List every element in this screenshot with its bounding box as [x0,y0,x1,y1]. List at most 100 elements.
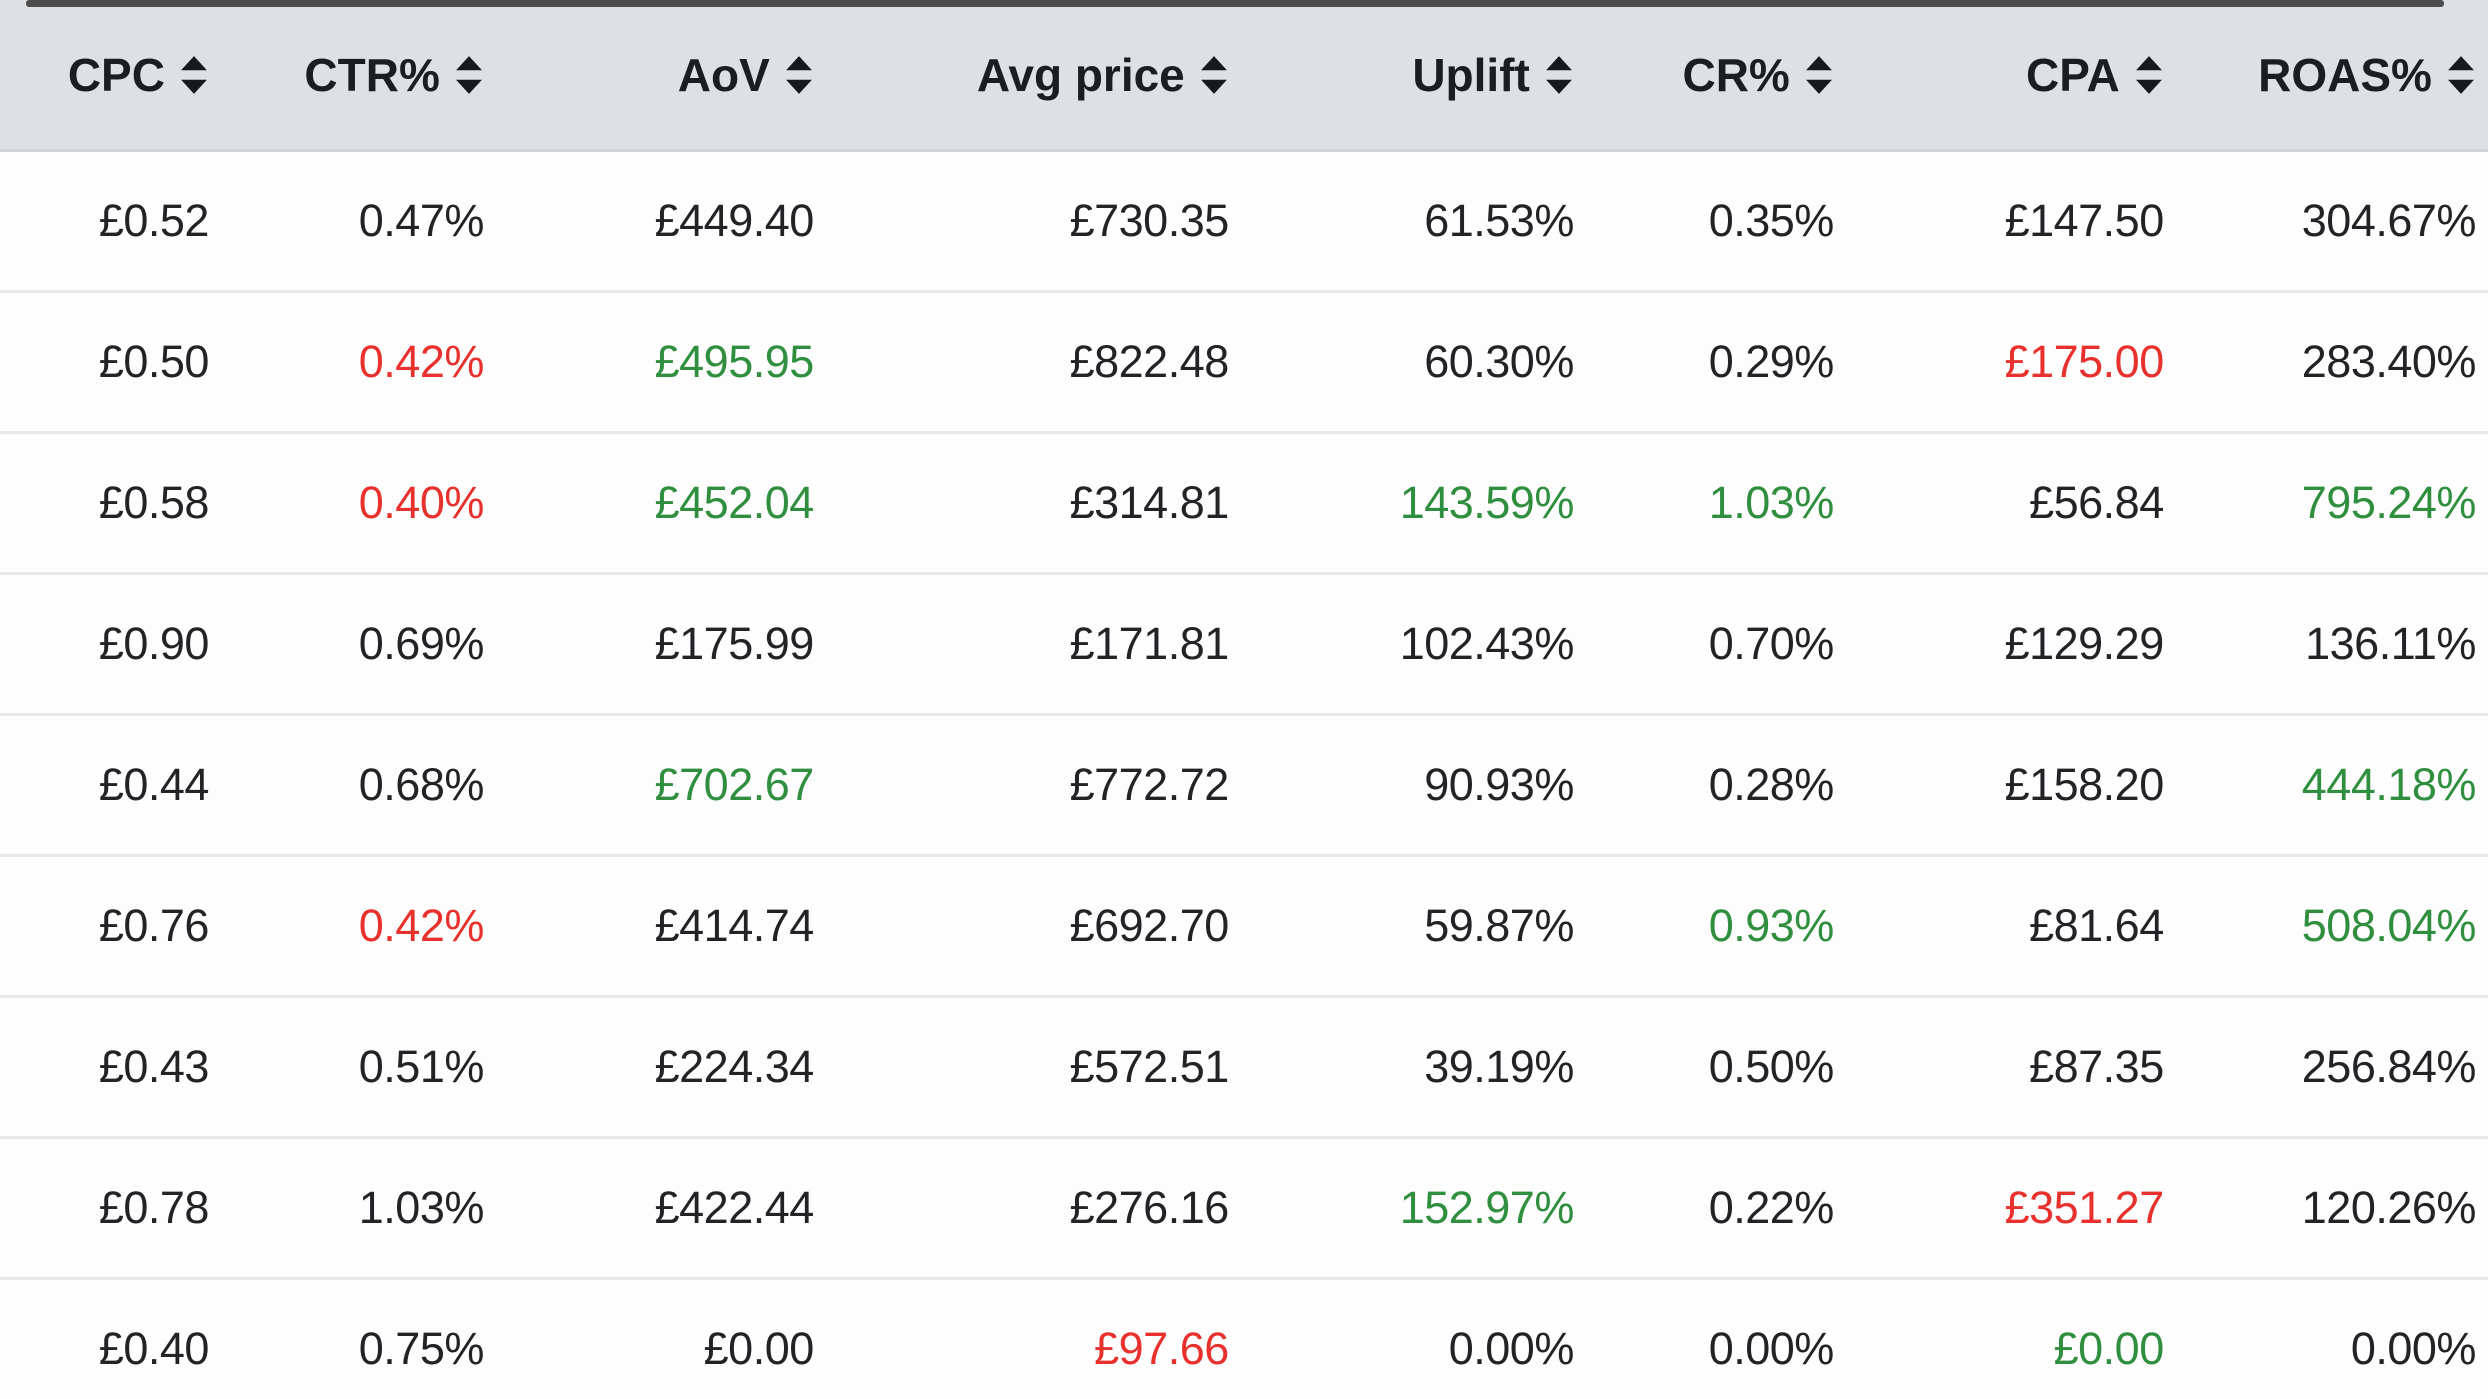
table-cell: £0.52 [98,195,210,246]
table-cell: £175.00 [2004,336,2165,387]
table-body: £0.52 0.47% £449.40 £730.35 61.53% 0.35%… [0,152,2488,1399]
table-cell: 304.67% [2301,195,2477,246]
table-cell: £0.50 [98,336,210,387]
table-cell: £772.72 [1069,759,1230,810]
sort-icon [1545,55,1572,94]
column-header-cr[interactable]: CR% [1580,0,1840,149]
column-header-ctr[interactable]: CTR% [215,0,490,149]
table-cell: £0.40 [98,1323,210,1374]
table-cell: £0.78 [98,1182,210,1233]
table-cell: 256.84% [2301,1041,2477,1092]
table-cell: £0.00 [703,1323,815,1374]
table-row: £0.90 0.69% £175.99 £171.81 102.43% 0.70… [0,575,2488,716]
table-cell: 0.00% [1448,1323,1575,1374]
table-cell: £97.66 [1094,1323,1229,1374]
top-edge-divider [26,0,2444,7]
table-cell: 60.30% [1424,336,1574,387]
table-cell: 283.40% [2301,336,2477,387]
table-cell: £730.35 [1069,195,1230,246]
table-cell: £449.40 [654,195,815,246]
table-cell: 1.03% [358,1182,485,1233]
table-cell: £129.29 [2004,618,2165,669]
table-cell: £702.67 [654,759,815,810]
table-cell: 61.53% [1424,195,1574,246]
table-row: £0.52 0.47% £449.40 £730.35 61.53% 0.35%… [0,152,2488,293]
table-cell: 0.51% [358,1041,485,1092]
column-header-uplift[interactable]: Uplift [1235,0,1580,149]
table-cell: 0.47% [358,195,485,246]
table-cell: 795.24% [2301,477,2477,528]
column-header-cpc[interactable]: CPC [0,0,215,149]
column-header-aov[interactable]: AoV [490,0,820,149]
table-cell: 102.43% [1399,618,1575,669]
table-cell: £0.58 [98,477,210,528]
table-row: £0.78 1.03% £422.44 £276.16 152.97% 0.22… [0,1139,2488,1280]
column-header-avg-price[interactable]: Avg price [820,0,1235,149]
table-cell: £171.81 [1069,618,1230,669]
table-cell: £0.90 [98,618,210,669]
table-cell: 0.40% [358,477,485,528]
column-header-label: CR% [1682,48,1790,101]
table-cell: £452.04 [654,477,815,528]
sort-icon [1200,55,1227,94]
column-header-cpa[interactable]: CPA [1840,0,2170,149]
table-cell: 0.50% [1708,1041,1835,1092]
column-header-label: CTR% [304,48,440,101]
table-cell: 39.19% [1424,1041,1574,1092]
table-cell: 0.70% [1708,618,1835,669]
table-cell: 90.93% [1424,759,1574,810]
table-cell: 0.28% [1708,759,1835,810]
table-cell: £351.27 [2004,1182,2165,1233]
table-row: £0.58 0.40% £452.04 £314.81 143.59% 1.03… [0,434,2488,575]
table-cell: 508.04% [2301,900,2477,951]
table-cell: £81.64 [2029,900,2164,951]
column-header-label: CPC [67,48,165,101]
table-cell: £0.76 [98,900,210,951]
table-cell: £414.74 [654,900,815,951]
table-cell: 0.22% [1708,1182,1835,1233]
table-cell: £158.20 [2004,759,2165,810]
column-header-label: AoV [677,48,770,101]
table-cell: £276.16 [1069,1182,1230,1233]
column-header-label: CPA [2026,48,2120,101]
table-cell: £572.51 [1069,1041,1230,1092]
sort-icon [785,55,812,94]
table-cell: £0.44 [98,759,210,810]
table-cell: £495.95 [654,336,815,387]
table-cell: 0.68% [358,759,485,810]
table-cell: 152.97% [1399,1182,1575,1233]
column-header-label: Uplift [1412,48,1530,101]
table-cell: £692.70 [1069,900,1230,951]
table-row: £0.76 0.42% £414.74 £692.70 59.87% 0.93%… [0,857,2488,998]
table-cell: 0.00% [1708,1323,1835,1374]
sort-icon [181,55,207,94]
table-cell: £0.43 [98,1041,210,1092]
table-cell: 143.59% [1399,477,1575,528]
table-row: £0.43 0.51% £224.34 £572.51 39.19% 0.50%… [0,998,2488,1139]
table-row: £0.44 0.68% £702.67 £772.72 90.93% 0.28%… [0,716,2488,857]
table-cell: £0.00 [2053,1323,2165,1374]
table-cell: 0.42% [358,900,485,951]
table-cell: £87.35 [2029,1041,2164,1092]
table-header-row: CPC CTR% AoV Avg price [0,0,2488,152]
table-cell: £822.48 [1069,336,1230,387]
table-cell: £422.44 [654,1182,815,1233]
table-row: £0.50 0.42% £495.95 £822.48 60.30% 0.29%… [0,293,2488,434]
sort-icon [455,55,482,94]
table-cell: 444.18% [2301,759,2477,810]
column-header-label: ROAS% [2258,48,2432,101]
column-header-roas[interactable]: ROAS% [2170,0,2488,149]
sort-icon [2447,55,2474,94]
table-cell: 0.29% [1708,336,1835,387]
table-row: £0.40 0.75% £0.00 £97.66 0.00% 0.00% £0.… [0,1280,2488,1399]
table-cell: 0.35% [1708,195,1835,246]
table-cell: 120.26% [2301,1182,2477,1233]
table-cell: £56.84 [2029,477,2164,528]
table-cell: 0.93% [1708,900,1835,951]
table-cell: 0.69% [358,618,485,669]
table-cell: £147.50 [2004,195,2165,246]
table-cell: 0.42% [358,336,485,387]
table-cell: £224.34 [654,1041,815,1092]
sort-icon [2135,55,2162,94]
